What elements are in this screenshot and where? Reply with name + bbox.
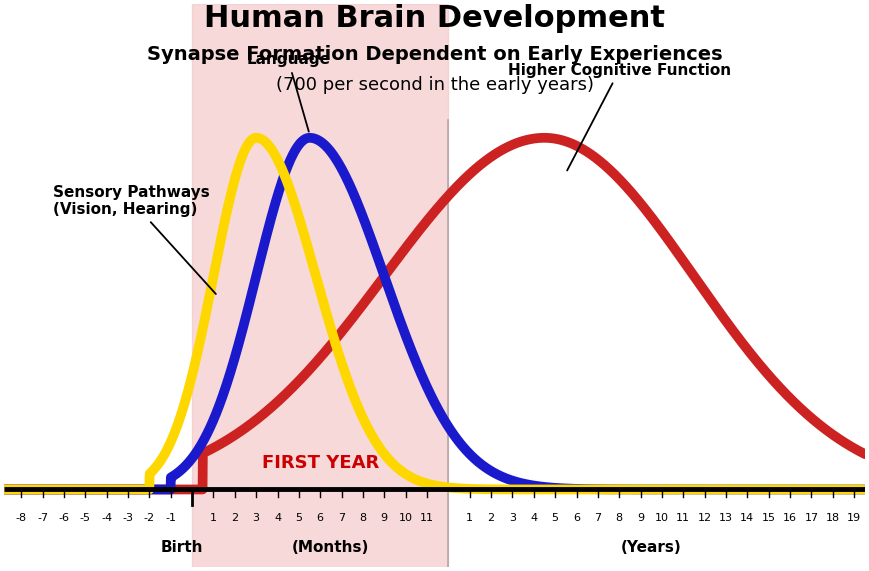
Text: (Years): (Years) bbox=[620, 541, 681, 556]
Text: 15: 15 bbox=[762, 513, 776, 524]
Text: (Months): (Months) bbox=[292, 541, 369, 556]
Text: -5: -5 bbox=[80, 513, 91, 524]
Text: -7: -7 bbox=[37, 513, 48, 524]
Text: -6: -6 bbox=[58, 513, 70, 524]
Text: -4: -4 bbox=[101, 513, 112, 524]
Text: 10: 10 bbox=[399, 513, 413, 524]
Text: 16: 16 bbox=[783, 513, 797, 524]
Text: 5: 5 bbox=[552, 513, 559, 524]
Text: -8: -8 bbox=[16, 513, 27, 524]
Text: 3: 3 bbox=[253, 513, 260, 524]
Text: 13: 13 bbox=[719, 513, 733, 524]
Text: (700 per second in the early years): (700 per second in the early years) bbox=[275, 77, 594, 94]
Bar bbox=[192, 4, 448, 567]
Text: 6: 6 bbox=[316, 513, 324, 524]
Text: 12: 12 bbox=[698, 513, 712, 524]
Text: -2: -2 bbox=[144, 513, 155, 524]
Text: Birth: Birth bbox=[160, 541, 202, 556]
Text: 3: 3 bbox=[509, 513, 516, 524]
Text: 7: 7 bbox=[338, 513, 345, 524]
Text: Language: Language bbox=[246, 53, 330, 131]
Text: 2: 2 bbox=[231, 513, 238, 524]
Text: 5: 5 bbox=[295, 513, 302, 524]
Text: -3: -3 bbox=[123, 513, 134, 524]
Text: -1: -1 bbox=[165, 513, 176, 524]
Text: Higher Cognitive Function: Higher Cognitive Function bbox=[507, 63, 731, 171]
Text: 4: 4 bbox=[274, 513, 281, 524]
Text: 19: 19 bbox=[847, 513, 861, 524]
Text: 9: 9 bbox=[637, 513, 644, 524]
Text: 10: 10 bbox=[655, 513, 669, 524]
Text: 1: 1 bbox=[210, 513, 217, 524]
Text: 2: 2 bbox=[488, 513, 494, 524]
Text: 8: 8 bbox=[615, 513, 623, 524]
Text: 4: 4 bbox=[530, 513, 537, 524]
Text: Synapse Formation Dependent on Early Experiences: Synapse Formation Dependent on Early Exp… bbox=[147, 45, 722, 63]
Text: 18: 18 bbox=[826, 513, 839, 524]
Text: 9: 9 bbox=[381, 513, 388, 524]
Text: 8: 8 bbox=[360, 513, 367, 524]
Text: 7: 7 bbox=[594, 513, 601, 524]
Text: Human Brain Development: Human Brain Development bbox=[204, 4, 665, 33]
Text: Sensory Pathways
(Vision, Hearing): Sensory Pathways (Vision, Hearing) bbox=[53, 185, 216, 294]
Text: 1: 1 bbox=[467, 513, 474, 524]
Text: 11: 11 bbox=[676, 513, 690, 524]
Text: FIRST YEAR: FIRST YEAR bbox=[262, 454, 379, 472]
Text: 17: 17 bbox=[805, 513, 819, 524]
Text: 11: 11 bbox=[420, 513, 434, 524]
Text: 14: 14 bbox=[740, 513, 754, 524]
Text: 6: 6 bbox=[573, 513, 580, 524]
